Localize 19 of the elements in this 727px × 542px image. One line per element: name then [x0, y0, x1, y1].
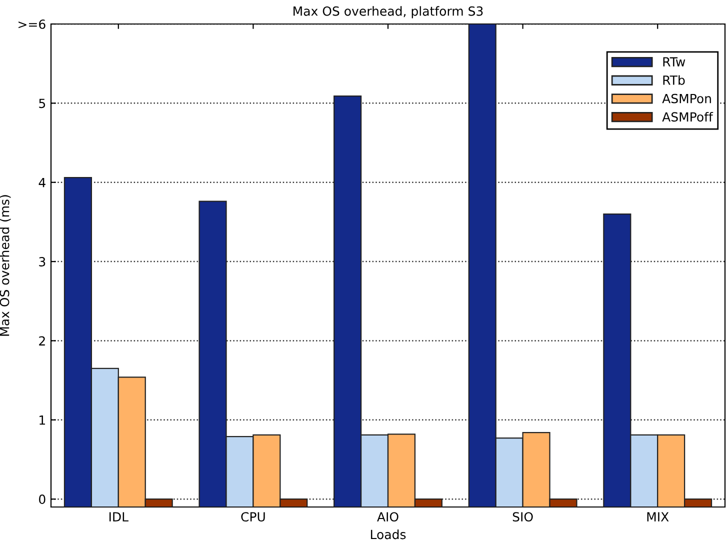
x-tick-label: AIO	[377, 512, 398, 522]
x-tick-label: CPU	[241, 512, 265, 522]
y-tick-label: 0	[39, 494, 46, 504]
x-tick-label: IDL	[109, 512, 128, 522]
y-axis-title: Max OS overhead (ms)	[0, 195, 11, 336]
y-tick-label: 4	[38, 178, 46, 188]
legend-label: ASMPoff	[662, 112, 714, 122]
x-axis-title: Loads	[370, 530, 406, 540]
legend-label: ASMPon	[662, 94, 711, 104]
y-tick-label: >=6	[18, 19, 46, 29]
x-tick-label: MIX	[647, 512, 669, 522]
y-tick-label: 5	[39, 98, 46, 108]
legend-label: RTb	[663, 75, 685, 85]
y-tick-label: 1	[40, 416, 45, 425]
y-tick-label: 2	[39, 336, 45, 346]
y-tick-label: 3	[39, 257, 46, 266]
x-tick-label: SIO	[512, 512, 533, 522]
chart-title: Max OS overhead, platform S3	[294, 6, 483, 18]
legend-label: RTw	[663, 57, 686, 66]
